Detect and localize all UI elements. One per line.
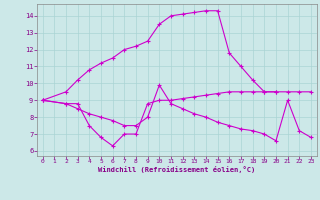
X-axis label: Windchill (Refroidissement éolien,°C): Windchill (Refroidissement éolien,°C) [98,166,255,173]
